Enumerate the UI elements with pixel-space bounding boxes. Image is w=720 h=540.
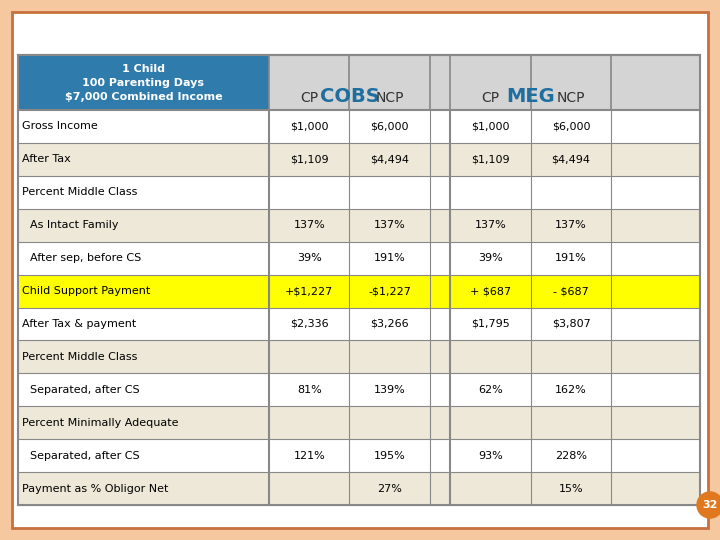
Text: $1,109: $1,109 xyxy=(290,154,328,164)
Text: Percent Minimally Adequate: Percent Minimally Adequate xyxy=(22,418,179,428)
Bar xyxy=(18,176,700,209)
Bar xyxy=(430,143,451,176)
Text: After sep, before CS: After sep, before CS xyxy=(30,253,141,263)
Text: 93%: 93% xyxy=(478,450,503,461)
Bar xyxy=(18,373,700,406)
Circle shape xyxy=(697,492,720,518)
Text: MEG: MEG xyxy=(506,87,555,106)
Text: $4,494: $4,494 xyxy=(552,154,590,164)
Text: 27%: 27% xyxy=(377,483,402,494)
Bar xyxy=(18,340,700,373)
Bar xyxy=(430,406,451,439)
Text: $3,807: $3,807 xyxy=(552,319,590,329)
Text: After Tax & payment: After Tax & payment xyxy=(22,319,136,329)
Text: 32: 32 xyxy=(702,500,718,510)
Text: 81%: 81% xyxy=(297,385,322,395)
Text: Percent Middle Class: Percent Middle Class xyxy=(22,352,138,362)
Text: 137%: 137% xyxy=(293,220,325,230)
Bar xyxy=(18,274,700,307)
Text: Payment as % Obligor Net: Payment as % Obligor Net xyxy=(22,483,168,494)
Text: -$1,227: -$1,227 xyxy=(368,286,411,296)
Bar xyxy=(430,472,451,505)
Text: $3,266: $3,266 xyxy=(370,319,409,329)
Text: 137%: 137% xyxy=(555,220,587,230)
Text: Percent Middle Class: Percent Middle Class xyxy=(22,187,138,197)
Text: 15%: 15% xyxy=(559,483,583,494)
Text: - $687: - $687 xyxy=(553,286,589,296)
Bar xyxy=(18,472,700,505)
Text: CP: CP xyxy=(300,91,318,105)
Text: 137%: 137% xyxy=(374,220,405,230)
Bar xyxy=(430,242,451,274)
Text: NCP: NCP xyxy=(557,91,585,105)
Text: 191%: 191% xyxy=(555,253,587,263)
Bar xyxy=(18,439,700,472)
Text: $1,795: $1,795 xyxy=(472,319,510,329)
Text: CP: CP xyxy=(482,91,500,105)
Text: 39%: 39% xyxy=(297,253,322,263)
Bar xyxy=(18,55,700,110)
Text: $4,494: $4,494 xyxy=(370,154,409,164)
Text: Gross Income: Gross Income xyxy=(22,122,98,131)
Text: 62%: 62% xyxy=(478,385,503,395)
Bar xyxy=(430,110,451,143)
Text: 39%: 39% xyxy=(478,253,503,263)
Text: Separated, after CS: Separated, after CS xyxy=(30,450,140,461)
Text: + $687: + $687 xyxy=(470,286,511,296)
Bar xyxy=(430,209,451,242)
Text: Separated, after CS: Separated, after CS xyxy=(30,385,140,395)
Bar xyxy=(430,176,451,209)
Text: 195%: 195% xyxy=(374,450,405,461)
Text: 121%: 121% xyxy=(293,450,325,461)
Bar xyxy=(18,406,700,439)
Text: $1,000: $1,000 xyxy=(472,122,510,131)
Text: 1 Child
100 Parenting Days
$7,000 Combined Income: 1 Child 100 Parenting Days $7,000 Combin… xyxy=(65,64,222,102)
Text: 191%: 191% xyxy=(374,253,405,263)
Bar xyxy=(430,439,451,472)
Bar xyxy=(430,274,451,307)
Bar xyxy=(18,242,700,274)
Text: NCP: NCP xyxy=(375,91,404,105)
Text: 162%: 162% xyxy=(555,385,587,395)
Bar xyxy=(18,209,700,242)
Text: $1,109: $1,109 xyxy=(472,154,510,164)
Bar xyxy=(18,143,700,176)
Text: 139%: 139% xyxy=(374,385,405,395)
Bar xyxy=(18,110,700,143)
Text: 137%: 137% xyxy=(474,220,506,230)
Text: As Intact Family: As Intact Family xyxy=(30,220,119,230)
Bar xyxy=(269,55,700,110)
Bar xyxy=(430,340,451,373)
Text: $2,336: $2,336 xyxy=(290,319,328,329)
Text: $6,000: $6,000 xyxy=(552,122,590,131)
Bar xyxy=(18,307,700,340)
Text: $1,000: $1,000 xyxy=(290,122,328,131)
Text: 228%: 228% xyxy=(555,450,587,461)
Bar xyxy=(18,55,269,110)
Text: After Tax: After Tax xyxy=(22,154,71,164)
Bar xyxy=(430,307,451,340)
Text: COBS: COBS xyxy=(320,87,379,106)
Bar xyxy=(430,373,451,406)
Text: $6,000: $6,000 xyxy=(371,122,409,131)
Text: +$1,227: +$1,227 xyxy=(285,286,333,296)
Text: Child Support Payment: Child Support Payment xyxy=(22,286,150,296)
